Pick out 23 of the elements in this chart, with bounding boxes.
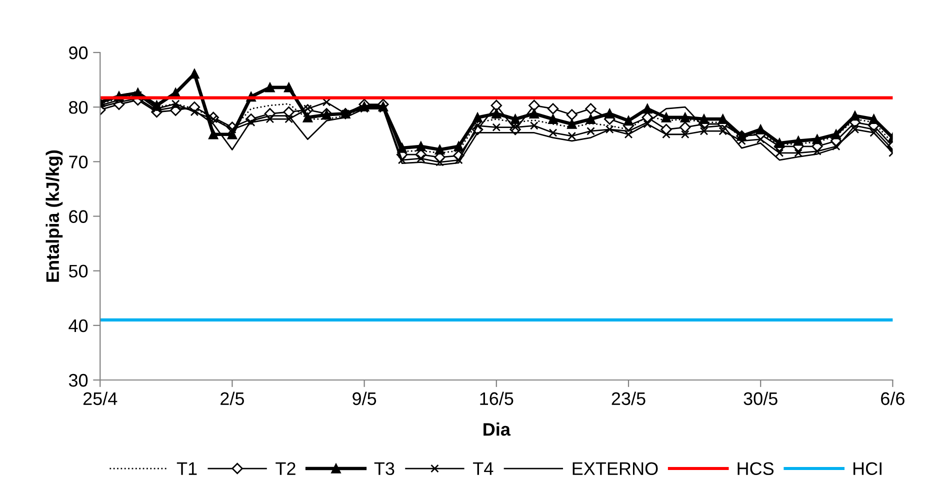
y-tick-label: 90 — [69, 46, 88, 60]
x-tick-label: 9/5 — [352, 392, 376, 406]
legend-label: HCS — [738, 462, 774, 476]
x-tick-label: 30/5 — [744, 392, 778, 406]
y-tick-label: 80 — [69, 101, 88, 114]
legend-label: T2 — [276, 462, 296, 475]
y-tick-label: 40 — [68, 319, 88, 332]
y-tick-label: 60 — [69, 210, 88, 223]
x-axis-title: Dia — [484, 422, 511, 436]
y-axis-title: Entalpia (kJ/kg) — [46, 150, 63, 282]
x-tick-label: 6/6 — [881, 392, 904, 406]
y-tick-label: 50 — [68, 264, 88, 278]
legend-label: HCI — [854, 462, 882, 476]
x-tick-label: 23/5 — [612, 392, 646, 406]
x-tick-label: 16/5 — [480, 392, 514, 406]
y-tick-label: 30 — [68, 374, 88, 387]
x-tick-label: 2/5 — [220, 392, 244, 406]
legend-label: EXTERNO — [572, 462, 658, 476]
x-tick-label: 25/4 — [83, 392, 118, 406]
legend-label: T1 — [176, 462, 197, 475]
legend-label: T3 — [374, 462, 394, 476]
y-tick-label: 70 — [69, 156, 88, 168]
legend-label: T4 — [473, 462, 494, 475]
